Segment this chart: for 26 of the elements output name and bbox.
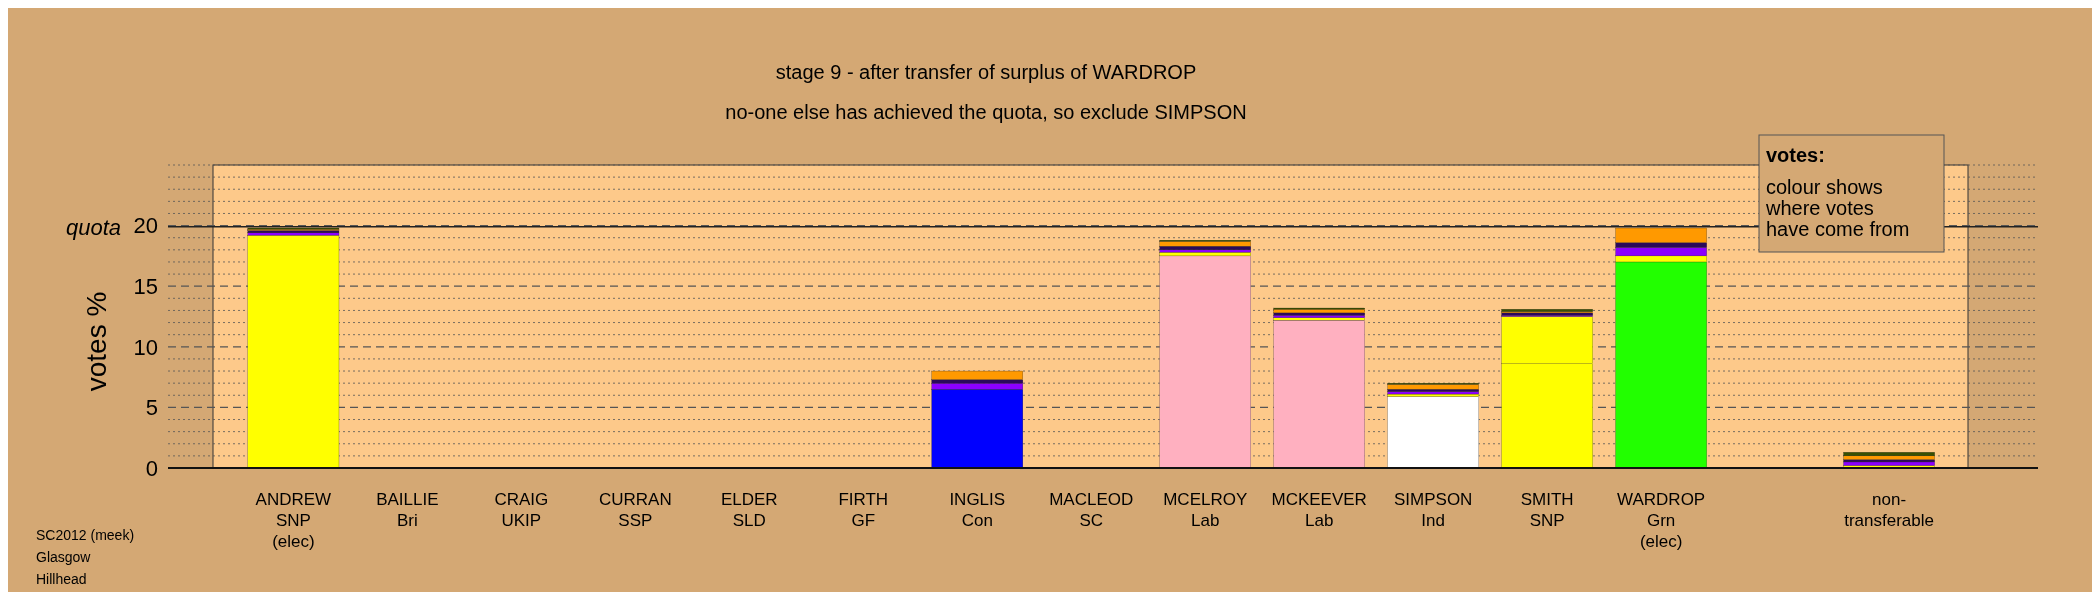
x-tick-label: CRAIG UKIP <box>494 490 549 530</box>
y-tick-label: 0 <box>145 455 158 481</box>
y-axis-title: votes % <box>81 291 112 392</box>
y-tick-label: 15 <box>133 273 158 299</box>
y-tick-label: 20 <box>133 213 158 239</box>
x-tick-label: BAILLIE Bri <box>376 490 439 530</box>
x-tick-label: MACLEOD SC <box>1049 490 1134 530</box>
x-tick-label: ELDER SLD <box>720 490 778 530</box>
x-tick-label: MCELROY Lab <box>1163 490 1248 530</box>
x-tick-label: SIMPSON Ind <box>1393 490 1473 530</box>
text: SC2012 (meek) Glasgow Hillhead <box>36 527 135 587</box>
x-tick-label: INGLIS Con <box>949 490 1006 530</box>
x-tick-label: non- transferable <box>1844 490 1934 530</box>
y-tick-label: 10 <box>133 334 158 360</box>
x-tick-label: WARDROP Grn (elec) <box>1617 490 1706 551</box>
x-tick-label: MCKEEVER Lab <box>1271 490 1367 530</box>
ref-line-label: quota <box>65 214 121 240</box>
x-tick-label: SMITH SNP <box>1520 490 1574 530</box>
annotation: colour shows where votes have come from <box>1765 176 1910 240</box>
x-tick-label: ANDREW SNP (elec) <box>255 490 332 551</box>
annotation: votes: <box>1766 144 1825 166</box>
x-tick-label: CURRAN SSP <box>598 490 672 530</box>
chart-subtitle: no-one else has achieved the quota, so exclude SIMPSON <box>725 101 1247 123</box>
x-tick-label: FIRTH GF <box>838 490 889 530</box>
chart-title: stage 9 - after transfer of surplus of WARDROP <box>775 61 1197 83</box>
y-tick-label: 5 <box>145 395 158 421</box>
